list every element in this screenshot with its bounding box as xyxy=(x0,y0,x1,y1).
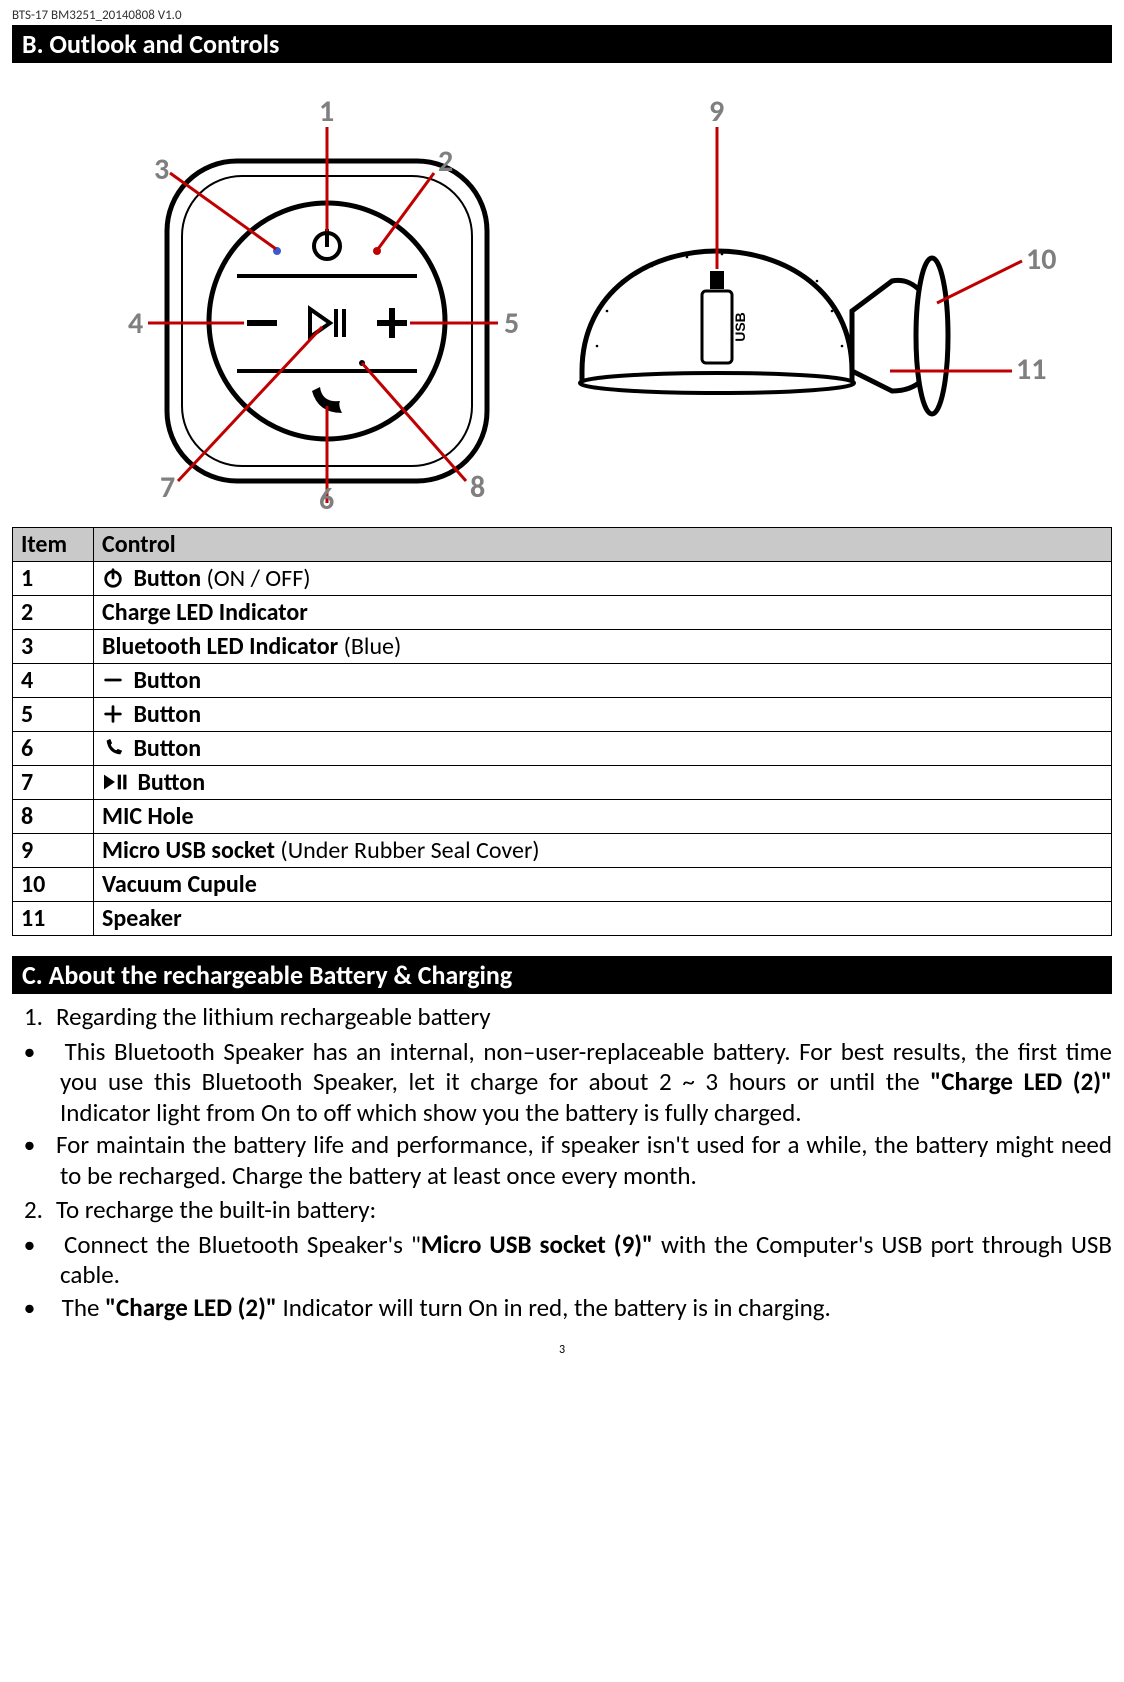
cell-control: Speaker xyxy=(94,902,1112,936)
body-list-2: 2.To recharge the built-in battery: xyxy=(12,1195,1112,1226)
section-c-header: C. About the rechargeable Battery & Char… xyxy=(12,956,1112,994)
callout-10: 10 xyxy=(1026,241,1056,278)
power-icon xyxy=(102,564,128,593)
cell-item: 2 xyxy=(13,596,94,630)
body-bullets-2: Connect the Bluetooth Speaker's "Micro U… xyxy=(12,1230,1112,1324)
table-row: 1 Button (ON / OFF) xyxy=(13,562,1112,596)
callout-1: 1 xyxy=(319,93,334,130)
table-row: 2Charge LED Indicator xyxy=(13,596,1112,630)
cell-control: Micro USB socket (Under Rubber Seal Cove… xyxy=(94,834,1112,868)
cell-control: Button xyxy=(94,732,1112,766)
table-row: 4 Button xyxy=(13,664,1112,698)
table-row: 8MIC Hole xyxy=(13,800,1112,834)
cell-control: Button (ON / OFF) xyxy=(94,562,1112,596)
cell-item: 7 xyxy=(13,766,94,800)
cell-control: Button xyxy=(94,766,1112,800)
callout-9: 9 xyxy=(709,93,724,130)
cell-control: Button xyxy=(94,698,1112,732)
callout-4: 4 xyxy=(128,305,143,342)
cell-control: Button xyxy=(94,664,1112,698)
callout-7: 7 xyxy=(160,469,175,506)
table-row: 11Speaker xyxy=(13,902,1112,936)
cell-item: 11 xyxy=(13,902,94,936)
col-item: Item xyxy=(13,528,94,562)
cell-item: 8 xyxy=(13,800,94,834)
cell-control: MIC Hole xyxy=(94,800,1112,834)
body-bullets-1: This Bluetooth Speaker has an internal, … xyxy=(12,1037,1112,1192)
bullet-1a: This Bluetooth Speaker has an internal, … xyxy=(60,1037,1112,1129)
callout-8: 8 xyxy=(470,469,485,506)
body-line-1: 1.Regarding the lithium rechargeable bat… xyxy=(60,1002,1112,1033)
cell-control: Charge LED Indicator xyxy=(94,596,1112,630)
col-control: Control xyxy=(94,528,1112,562)
callout-6: 6 xyxy=(319,481,334,511)
bullet-2b: The "Charge LED (2)" Indicator will turn… xyxy=(60,1293,1112,1324)
callout-3: 3 xyxy=(154,151,169,188)
plus-icon xyxy=(102,700,128,729)
cell-item: 4 xyxy=(13,664,94,698)
bullet-2a: Connect the Bluetooth Speaker's "Micro U… xyxy=(60,1230,1112,1291)
doc-header: BTS-17 BM3251_20140808 V1.0 xyxy=(12,8,1112,23)
minus-icon xyxy=(102,666,128,695)
svg-text:USB: USB xyxy=(732,312,748,342)
table-row: 9Micro USB socket (Under Rubber Seal Cov… xyxy=(13,834,1112,868)
table-row: 7 Button xyxy=(13,766,1112,800)
diagram-outlook-controls: 1 2 3 4 5 6 7 8 USB xyxy=(12,71,1112,511)
page-number: 3 xyxy=(12,1343,1112,1357)
cell-control: Vacuum Cupule xyxy=(94,868,1112,902)
cell-item: 6 xyxy=(13,732,94,766)
callout-5: 5 xyxy=(504,305,519,342)
cell-item: 3 xyxy=(13,630,94,664)
table-row: 10Vacuum Cupule xyxy=(13,868,1112,902)
cell-item: 1 xyxy=(13,562,94,596)
phone-icon xyxy=(102,734,128,763)
body-line-2: 2.To recharge the built-in battery: xyxy=(60,1195,1112,1226)
callout-2: 2 xyxy=(438,143,453,180)
body-list-1: 1.Regarding the lithium rechargeable bat… xyxy=(12,1002,1112,1033)
controls-table: Item Control 1 Button (ON / OFF)2Charge … xyxy=(12,527,1112,936)
cell-control: Bluetooth LED Indicator (Blue) xyxy=(94,630,1112,664)
table-row: 6 Button xyxy=(13,732,1112,766)
playpause-icon xyxy=(102,768,132,797)
cell-item: 5 xyxy=(13,698,94,732)
table-row: 3Bluetooth LED Indicator (Blue) xyxy=(13,630,1112,664)
table-header-row: Item Control xyxy=(13,528,1112,562)
cell-item: 9 xyxy=(13,834,94,868)
section-b-header: B. Outlook and Controls xyxy=(12,25,1112,63)
table-row: 5 Button xyxy=(13,698,1112,732)
bullet-1b: For maintain the battery life and perfor… xyxy=(60,1130,1112,1191)
callout-11: 11 xyxy=(1016,351,1046,388)
cell-item: 10 xyxy=(13,868,94,902)
